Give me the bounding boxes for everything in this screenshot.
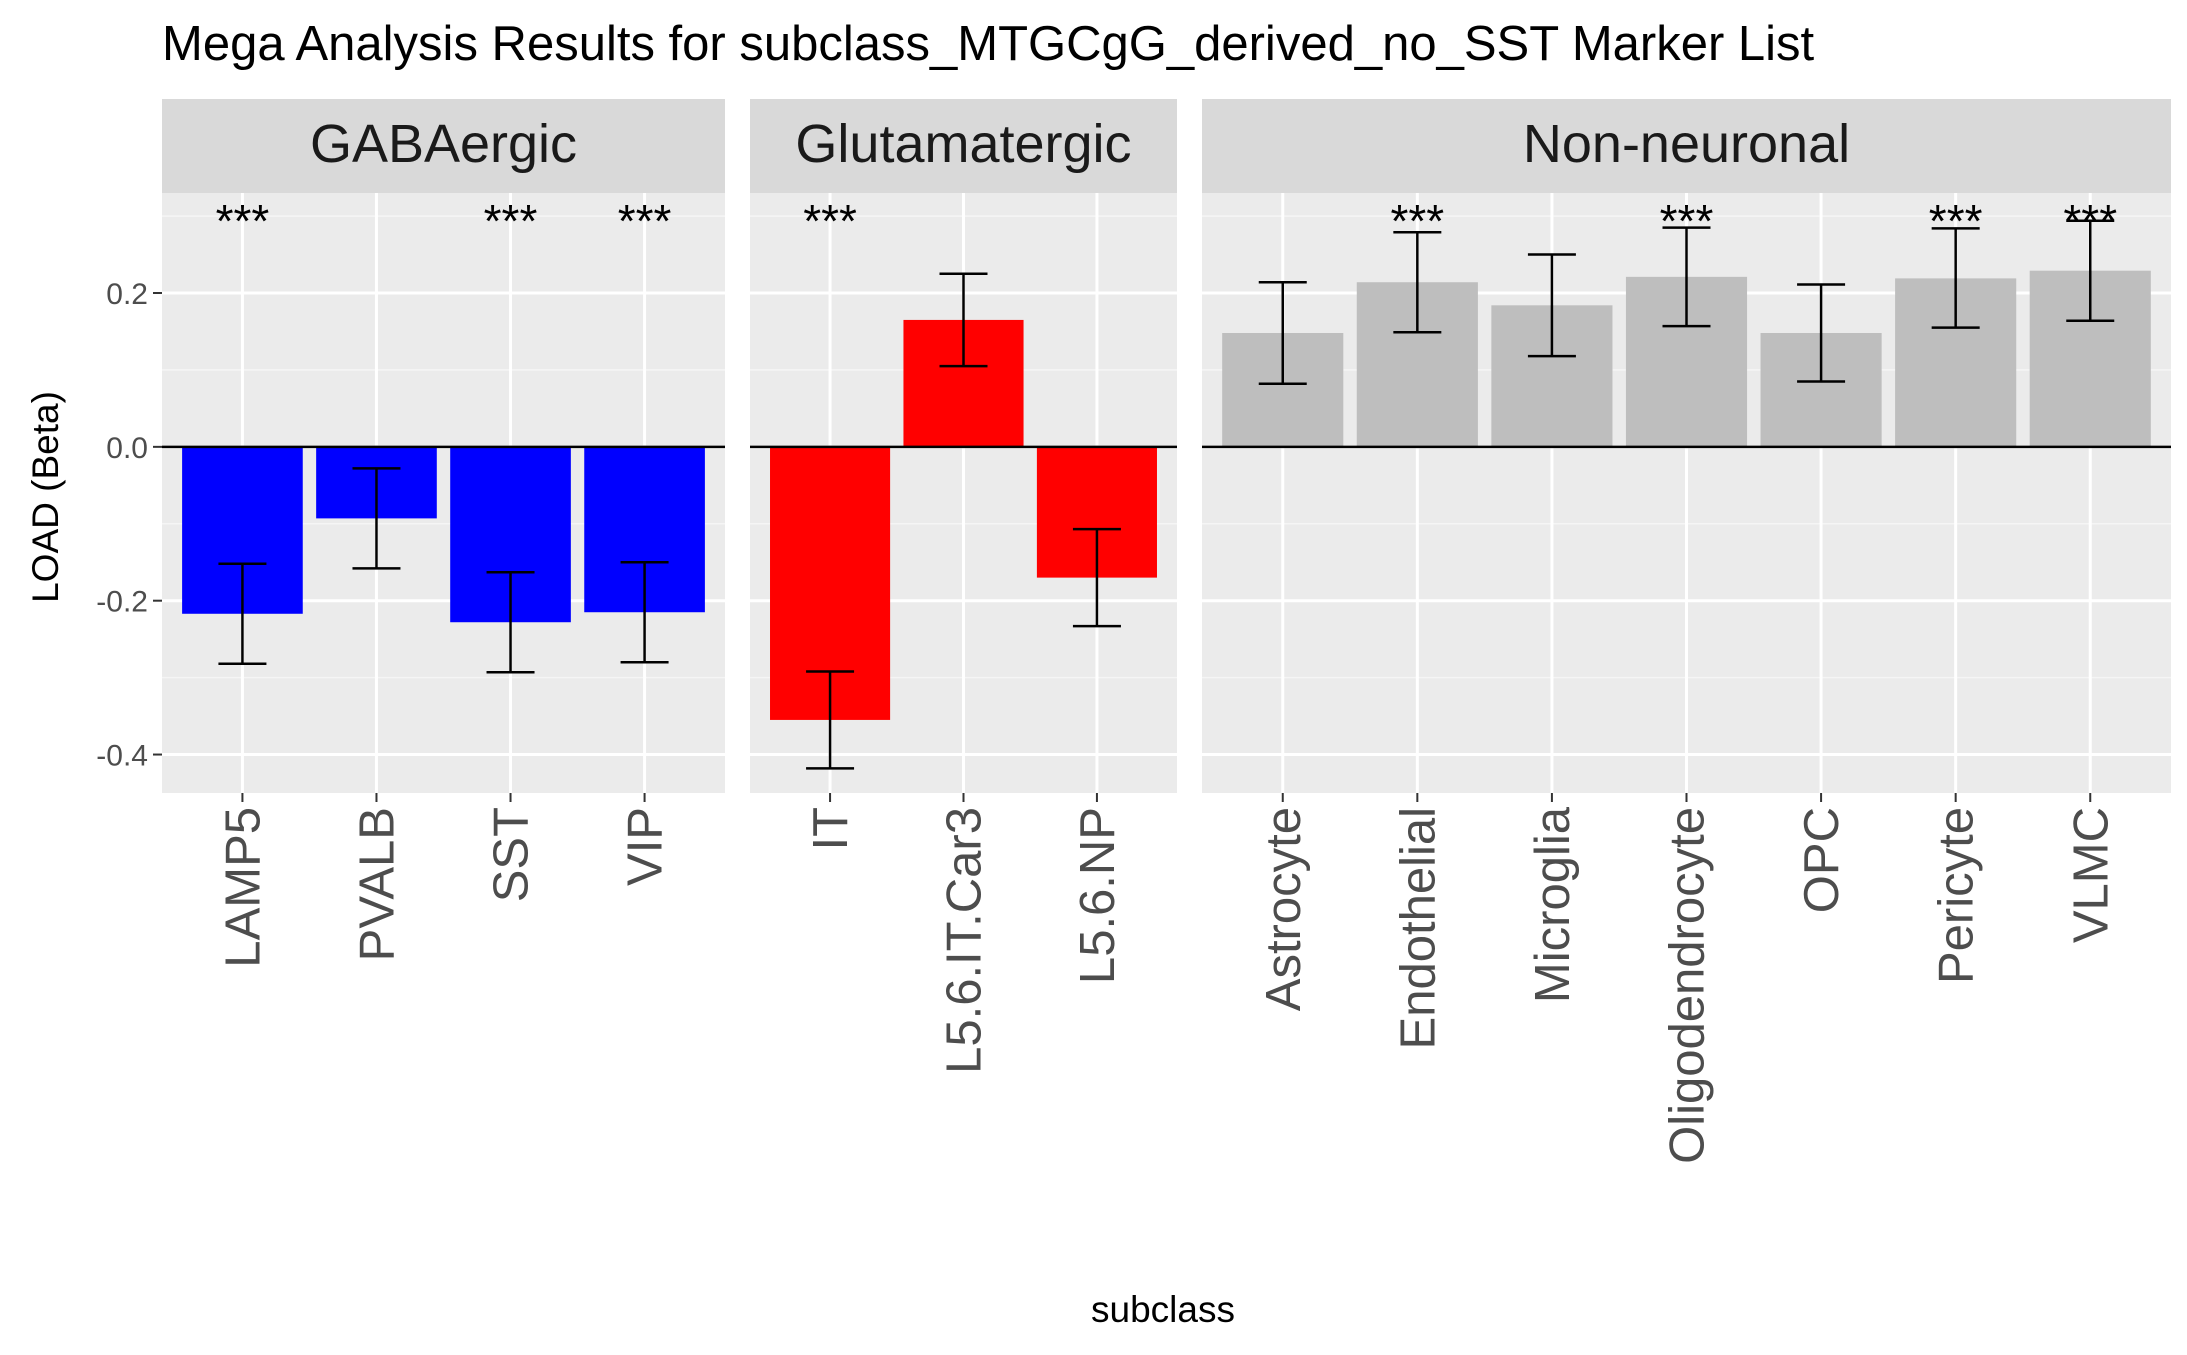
error-bar bbox=[352, 467, 401, 570]
error-bar bbox=[1527, 253, 1576, 358]
x-tick-label: Microglia bbox=[1526, 806, 1580, 1003]
significance-marker: *** bbox=[803, 195, 857, 247]
x-tick-label: L5.6.IT.Car3 bbox=[938, 807, 992, 1074]
y-tick-label: 0.0 bbox=[106, 432, 148, 465]
facet-panels: GABAergic *** *** *** LAMP5 PVALB SST VIP Glutam… bbox=[162, 99, 2171, 1164]
significance-marker: *** bbox=[216, 195, 270, 247]
significance-marker: *** bbox=[1660, 195, 1714, 247]
facet-strip-label: Glutamatergic bbox=[795, 114, 1131, 174]
error-bar bbox=[620, 560, 669, 664]
facet-strip bbox=[750, 99, 1177, 193]
x-tick-label: VIP bbox=[619, 807, 673, 886]
y-axis-label: LOAD (Beta) bbox=[25, 391, 66, 603]
x-tick-label: L5.6.NP bbox=[1071, 807, 1125, 984]
error-bar bbox=[486, 570, 535, 674]
error-bar bbox=[218, 562, 267, 666]
y-tick-label: -0.4 bbox=[96, 740, 148, 773]
x-tick-label: LAMP5 bbox=[216, 807, 270, 968]
facet-panel: Glutamatergic *** IT L5.6.IT.Car3 L5.6.NP bbox=[750, 99, 1177, 1074]
y-tick-label: 0.2 bbox=[106, 278, 148, 311]
facet-strip-label: Non-neuronal bbox=[1523, 114, 1850, 174]
x-tick-label: VLMC bbox=[2064, 807, 2118, 943]
significance-marker: *** bbox=[484, 195, 538, 247]
y-tick-label: -0.2 bbox=[96, 586, 148, 619]
x-tick-label: PVALB bbox=[350, 807, 404, 961]
error-bar bbox=[1797, 283, 1846, 383]
error-bar bbox=[1393, 230, 1442, 334]
facet-panel: Non-neuronal *** *** *** *** Astrocyte Endothe… bbox=[1202, 99, 2171, 1164]
facet-strip bbox=[162, 99, 725, 193]
x-tick-label: IT bbox=[804, 807, 858, 851]
x-tick-label: OPC bbox=[1795, 807, 1849, 913]
error-bar bbox=[806, 670, 855, 770]
y-axis: -0.4 -0.2 0.0 0.2 bbox=[96, 278, 162, 773]
x-tick-label: SST bbox=[485, 807, 539, 902]
x-tick-label: Astrocyte bbox=[1257, 807, 1311, 1011]
error-bar bbox=[1662, 226, 1711, 328]
x-axis-label: subclass bbox=[1091, 1289, 1235, 1330]
x-tick-label: Oligodendrocyte bbox=[1661, 807, 1715, 1164]
x-tick-label: Pericyte bbox=[1930, 807, 1984, 984]
facet-strip-label: GABAergic bbox=[310, 114, 577, 174]
error-bar bbox=[1931, 227, 1980, 329]
facet-panel: GABAergic *** *** *** LAMP5 PVALB SST VIP bbox=[162, 99, 725, 968]
significance-marker: *** bbox=[1390, 195, 1444, 247]
error-bar bbox=[1258, 280, 1307, 386]
error-bar bbox=[2066, 219, 2115, 322]
error-bar bbox=[939, 272, 988, 368]
chart-title: Mega Analysis Results for subclass_MTGCg… bbox=[162, 17, 1815, 71]
significance-marker: *** bbox=[618, 195, 672, 247]
significance-marker: *** bbox=[2063, 195, 2117, 247]
error-bar bbox=[1072, 527, 1121, 628]
significance-marker: *** bbox=[1929, 195, 1983, 247]
x-tick-label: Endothelial bbox=[1391, 807, 1445, 1049]
facet-strip bbox=[1202, 99, 2171, 193]
